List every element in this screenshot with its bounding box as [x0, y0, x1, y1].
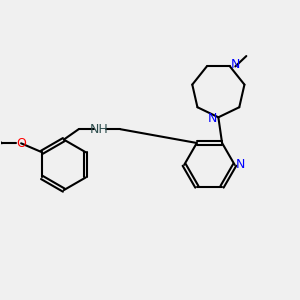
Text: N: N	[231, 58, 240, 71]
Text: NH: NH	[90, 123, 109, 136]
Text: O: O	[16, 137, 26, 150]
Text: N: N	[236, 158, 245, 171]
Text: N: N	[208, 112, 217, 125]
